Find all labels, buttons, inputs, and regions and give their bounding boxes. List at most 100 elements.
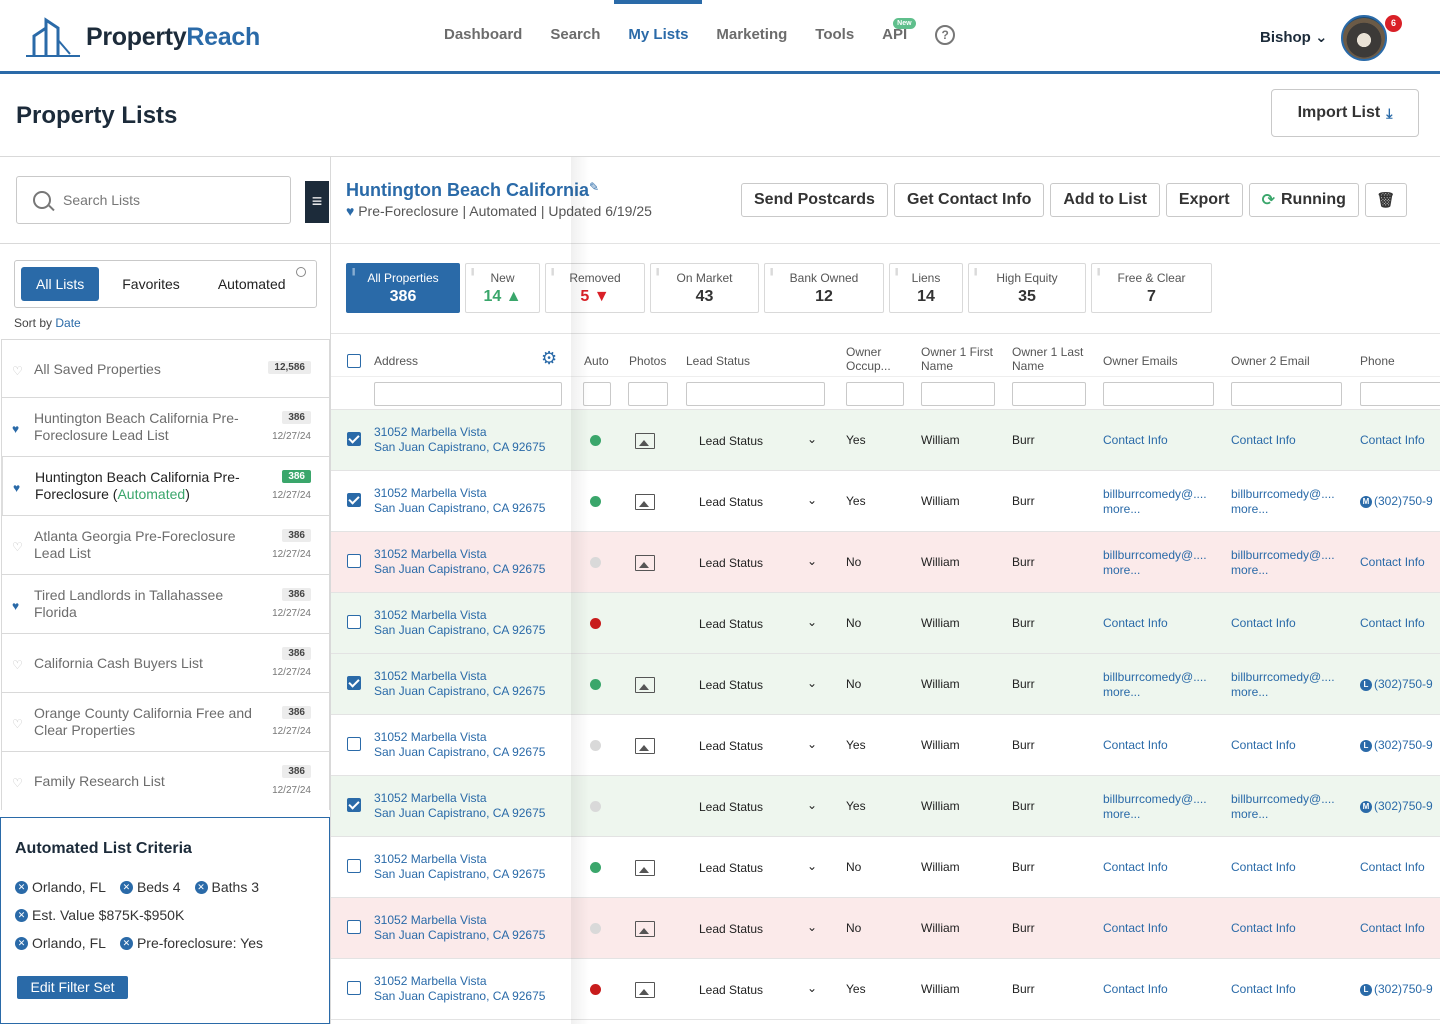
chevron-down-icon[interactable]: ⌄: [807, 859, 818, 873]
lead-status-select[interactable]: Lead Status: [699, 983, 764, 997]
photo-icon[interactable]: [635, 433, 655, 449]
row-checkbox[interactable]: [347, 737, 361, 751]
owner-emails[interactable]: Contact Info: [1103, 921, 1168, 936]
owner-emails[interactable]: billburrcomedy@.... more...: [1103, 548, 1207, 578]
list-item[interactable]: ♡ Family Research List 386 12/27/24: [1, 751, 330, 810]
stat-tile-all-properties[interactable]: || All Properties 386: [346, 263, 460, 313]
column-filter-input[interactable]: [1103, 382, 1214, 406]
stat-tile-high-equity[interactable]: || High Equity 35: [968, 263, 1086, 313]
remove-icon[interactable]: ✕: [119, 936, 133, 950]
add-to-list-button[interactable]: Add to List: [1050, 183, 1160, 217]
list-item[interactable]: ♥ Huntington Beach California Pre-Foreclo…: [1, 456, 330, 515]
tab-automated[interactable]: Automated: [217, 276, 286, 292]
get-contact-info-button[interactable]: Get Contact Info: [893, 183, 1045, 217]
heart-icon[interactable]: ♥: [12, 599, 20, 613]
stat-tile-liens[interactable]: || Liens 14: [889, 263, 963, 313]
list-item[interactable]: ♡ California Cash Buyers List 386 12/27/24: [1, 633, 330, 692]
owner2-email[interactable]: Contact Info: [1231, 982, 1296, 997]
chevron-down-icon[interactable]: ⌄: [807, 493, 818, 507]
chevron-down-icon[interactable]: ⌄: [807, 432, 818, 446]
list-item[interactable]: ♡ Atlanta Georgia Pre-Foreclosure Lead Li…: [1, 515, 330, 574]
criteria-chip[interactable]: ✕ Pre-foreclosure: Yes: [119, 935, 263, 951]
owner2-email[interactable]: billburrcomedy@.... more...: [1231, 548, 1335, 578]
chevron-down-icon[interactable]: ⌄: [807, 676, 818, 690]
running-button[interactable]: ⟳ Running: [1248, 183, 1359, 217]
lead-status-select[interactable]: Lead Status: [699, 434, 764, 448]
column-filter-input[interactable]: [628, 382, 668, 406]
column-filter-input[interactable]: [1360, 382, 1440, 406]
address-link[interactable]: 31052 Marbella Vista San Juan Capistrano,…: [374, 852, 545, 882]
column-filter-input[interactable]: [921, 382, 995, 406]
drag-handle-icon[interactable]: ||: [974, 267, 977, 276]
nav-api[interactable]: API New: [868, 0, 921, 71]
tab-all-lists[interactable]: All Lists: [21, 267, 100, 301]
column-filter-input[interactable]: [1231, 382, 1342, 406]
nav-my-lists[interactable]: My Lists: [614, 0, 703, 71]
sidebar-toggle-button[interactable]: ≡: [305, 181, 329, 223]
chevron-down-icon[interactable]: ⌄: [807, 737, 818, 751]
address-link[interactable]: 31052 Marbella Vista San Juan Capistrano,…: [374, 547, 545, 577]
row-checkbox[interactable]: [347, 981, 361, 995]
photo-icon[interactable]: [635, 555, 655, 571]
owner2-email[interactable]: billburrcomedy@.... more...: [1231, 792, 1335, 822]
column-filter-input[interactable]: [686, 382, 825, 406]
phone[interactable]: L (302)750-9: [1360, 738, 1433, 752]
row-checkbox[interactable]: [347, 432, 361, 446]
photo-icon[interactable]: [635, 494, 655, 510]
address-link[interactable]: 31052 Marbella Vista San Juan Capistrano,…: [374, 913, 545, 943]
edit-filter-set-button[interactable]: Edit Filter Set: [17, 976, 128, 999]
stat-tile-new[interactable]: || New 14 ▲: [465, 263, 540, 313]
avatar[interactable]: [1341, 15, 1387, 61]
row-checkbox[interactable]: [347, 798, 361, 812]
chevron-down-icon[interactable]: ⌄: [807, 615, 818, 629]
owner2-email[interactable]: Contact Info: [1231, 921, 1296, 936]
drag-handle-icon[interactable]: ||: [770, 267, 773, 276]
address-link[interactable]: 31052 Marbella Vista San Juan Capistrano,…: [374, 425, 545, 455]
row-checkbox[interactable]: [347, 859, 361, 873]
nav-dashboard[interactable]: Dashboard: [444, 26, 523, 43]
list-item[interactable]: ♡ All Saved Properties 12,586: [1, 339, 330, 397]
address-link[interactable]: 31052 Marbella Vista San Juan Capistrano,…: [374, 669, 545, 699]
phone[interactable]: Contact Info: [1360, 433, 1425, 447]
nav-help[interactable]: ?: [921, 0, 969, 71]
column-filter-input[interactable]: [1012, 382, 1086, 406]
address-link[interactable]: 31052 Marbella Vista San Juan Capistrano,…: [374, 791, 545, 821]
user-menu[interactable]: Bishop ⌄: [1260, 28, 1328, 46]
list-item[interactable]: ♥ Huntington Beach California Pre-Foreclo…: [1, 397, 330, 456]
stat-tile-bank-owned[interactable]: || Bank Owned 12: [764, 263, 884, 313]
chevron-down-icon[interactable]: ⌄: [807, 981, 818, 995]
phone[interactable]: L (302)750-9: [1360, 982, 1433, 996]
import-list-button[interactable]: Import List ⤓: [1271, 89, 1419, 137]
heart-icon[interactable]: ♡: [12, 776, 23, 790]
heart-icon[interactable]: ♥: [12, 422, 20, 436]
column-filter-input[interactable]: [583, 382, 611, 406]
row-checkbox[interactable]: [347, 676, 361, 690]
chevron-down-icon[interactable]: ⌄: [807, 554, 818, 568]
lead-status-select[interactable]: Lead Status: [699, 922, 764, 936]
sort-by[interactable]: Sort by Date: [14, 316, 81, 330]
column-header[interactable]: Auto: [584, 354, 609, 368]
column-header[interactable]: Owner 2 Email: [1231, 354, 1310, 368]
drag-handle-icon[interactable]: ||: [1097, 267, 1100, 276]
heart-icon[interactable]: ♡: [12, 717, 23, 731]
edit-icon[interactable]: ✎: [589, 180, 600, 194]
chevron-down-icon[interactable]: ⌄: [807, 798, 818, 812]
drag-handle-icon[interactable]: ||: [551, 267, 554, 276]
logo[interactable]: PropertyReach: [24, 16, 260, 58]
owner2-email[interactable]: billburrcomedy@.... more...: [1231, 487, 1335, 517]
info-icon[interactable]: [296, 267, 306, 277]
lead-status-select[interactable]: Lead Status: [699, 495, 764, 509]
remove-icon[interactable]: ✕: [15, 936, 28, 950]
criteria-chip[interactable]: ✕ Est. Value $875K-$950K: [15, 907, 184, 923]
row-checkbox[interactable]: [347, 615, 361, 629]
photo-icon[interactable]: [635, 921, 655, 937]
stat-tile-free-clear[interactable]: || Free & Clear 7: [1091, 263, 1212, 313]
owner2-email[interactable]: billburrcomedy@.... more...: [1231, 670, 1335, 700]
owner-emails[interactable]: billburrcomedy@.... more...: [1103, 670, 1207, 700]
column-header[interactable]: Phone: [1360, 354, 1395, 368]
address-link[interactable]: 31052 Marbella Vista San Juan Capistrano,…: [374, 608, 545, 638]
column-filter-input[interactable]: [374, 382, 562, 406]
criteria-chip[interactable]: ✕ Orlando, FL: [15, 879, 106, 895]
tab-favorites[interactable]: Favorites: [122, 276, 180, 292]
column-header[interactable]: Lead Status: [686, 354, 751, 368]
